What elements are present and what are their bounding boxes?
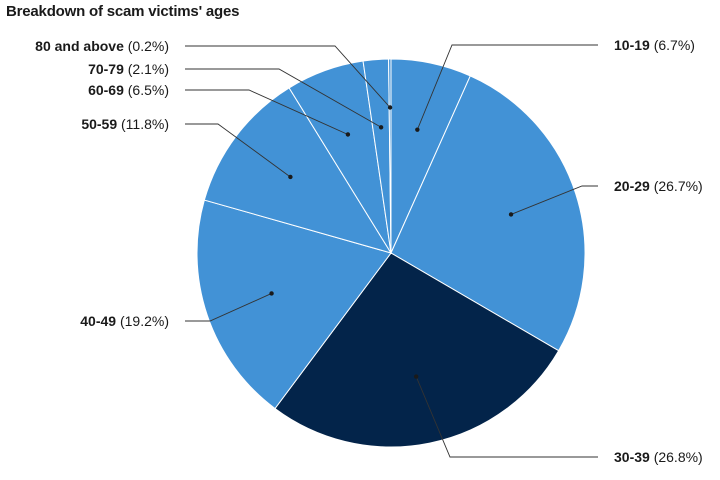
slice-label-category: 10-19 <box>614 37 650 53</box>
leader-dot <box>378 125 384 130</box>
slice-label-value: (11.8%) <box>117 116 169 132</box>
pie-slice-20-29 <box>390 75 586 352</box>
slice-label-category: 20-29 <box>614 178 650 194</box>
slice-label: 50-59 (11.8%) <box>81 116 169 132</box>
pie-slice-50-59 <box>203 87 393 254</box>
leader-dot <box>288 174 293 180</box>
slice-label-value: (0.2%) <box>124 38 169 54</box>
slice-label-value: (26.8%) <box>650 449 703 465</box>
leader-line <box>185 68 382 128</box>
slice-label-value: (6.5%) <box>124 82 169 98</box>
leader-line <box>185 45 391 108</box>
leader-dot <box>508 212 514 217</box>
slice-label: 40-49 (19.2%) <box>80 313 169 329</box>
slice-label-value: (19.2%) <box>116 313 169 329</box>
slice-label-value: (26.7%) <box>650 178 703 194</box>
slice-label-category: 50-59 <box>81 116 117 132</box>
leader-dot <box>345 132 351 137</box>
pie-slice-30-39 <box>274 252 560 448</box>
slice-label-value: (6.7%) <box>650 37 695 53</box>
slice-label: 60-69 (6.5%) <box>88 82 169 98</box>
leader-dot <box>413 374 419 379</box>
slice-label: 10-19 (6.7%) <box>614 37 695 53</box>
slice-label: 80 and above (0.2%) <box>35 38 169 54</box>
slice-label: 70-79 (2.1%) <box>88 61 169 77</box>
slice-label-category: 30-39 <box>614 449 650 465</box>
leader-line <box>416 44 598 130</box>
leader-dot <box>269 291 274 296</box>
leader-dot <box>387 105 393 110</box>
leader-line <box>185 293 272 322</box>
leader-line <box>415 376 598 458</box>
slice-label: 20-29 (26.7%) <box>614 178 703 194</box>
leader-dot <box>415 127 420 132</box>
leader-line <box>185 89 349 135</box>
slice-label-category: 40-49 <box>80 313 116 329</box>
slice-label: 30-39 (26.8%) <box>614 449 703 465</box>
leader-line <box>510 185 598 215</box>
slice-label-value: (2.1%) <box>124 61 169 77</box>
pie-slice-40-49 <box>196 199 392 410</box>
leader-line <box>185 123 291 178</box>
slice-label-category: 60-69 <box>88 82 124 98</box>
chart-title: Breakdown of scam victims' ages <box>6 3 240 20</box>
slice-label-category: 70-79 <box>88 61 124 77</box>
slice-label-category: 80 and above <box>35 38 124 54</box>
